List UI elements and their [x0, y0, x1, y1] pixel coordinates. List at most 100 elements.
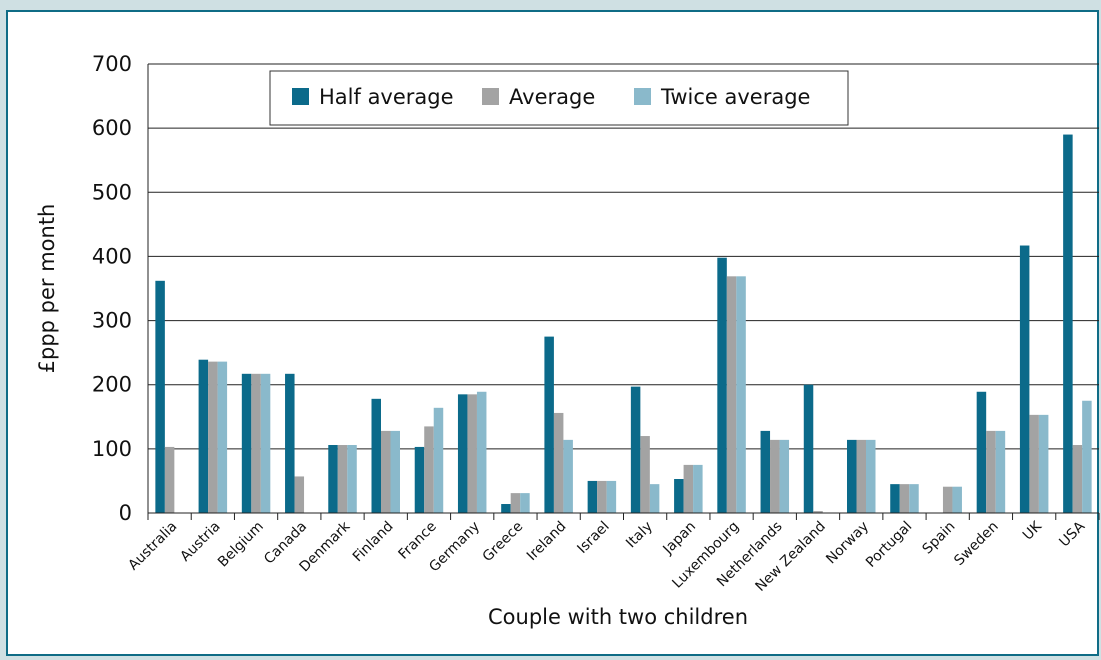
y-tick-label: 600: [92, 116, 132, 140]
bar: [476, 391, 487, 513]
bar: [260, 373, 271, 513]
bar: [328, 445, 338, 513]
bar: [683, 464, 694, 513]
bar: [717, 257, 727, 513]
y-axis-title: £ppp per month: [35, 204, 59, 374]
bar: [1072, 445, 1083, 513]
bar: [1082, 400, 1092, 513]
bar: [952, 486, 962, 513]
bar: [544, 336, 554, 513]
bar: [640, 436, 650, 513]
x-tick-label: Australia: [125, 519, 180, 574]
legend-label: Twice average: [660, 85, 810, 109]
bar: [414, 446, 425, 513]
bar: [1063, 134, 1073, 514]
bar: [779, 439, 790, 513]
bar: [726, 276, 737, 513]
bars: [155, 134, 1092, 514]
y-tick-labels: 0 100 200 300 400 500 600 700: [92, 52, 132, 525]
y-tick-label: 200: [92, 373, 132, 397]
bar: [520, 493, 530, 513]
bar: [1019, 245, 1030, 513]
bar: [467, 394, 477, 513]
legend-box: [269, 70, 849, 126]
bar: [563, 439, 573, 513]
bar: [208, 361, 218, 513]
bar: [241, 373, 252, 513]
bar: [866, 439, 876, 513]
y-tick-label: 500: [92, 180, 132, 204]
axes: [147, 64, 1100, 520]
x-tick-label: Portugal: [863, 519, 915, 571]
legend-swatch: [482, 88, 499, 105]
bar: [217, 361, 228, 513]
bar: [760, 430, 771, 513]
legend: Half average Average Twice average: [269, 70, 849, 126]
legend-label: Average: [509, 85, 595, 109]
bar: [847, 439, 857, 513]
bar: [587, 480, 598, 513]
x-tick-label: Spain: [920, 519, 959, 558]
bar: [597, 480, 607, 513]
bar: [251, 373, 261, 513]
x-tick-label: Japan: [660, 519, 700, 559]
x-tick-labels: AustraliaAustriaBelgiumCanadaDenmarkFinl…: [125, 518, 1088, 595]
legend-swatch: [634, 88, 651, 105]
bar: [347, 445, 357, 513]
bar: [1029, 414, 1039, 513]
bar: [294, 476, 305, 513]
x-tick-label: Italy: [623, 519, 656, 552]
y-tick-label: 0: [119, 501, 132, 525]
bar: [942, 486, 953, 513]
bar: [198, 359, 209, 513]
bar: [164, 446, 175, 513]
x-tick-label: Ireland: [524, 519, 570, 565]
y-tick-label: 300: [92, 309, 132, 333]
bar-chart: 0 100 200 300 400 500 600 700 AustraliaAustriaB…: [35, 52, 1100, 629]
bar: [371, 398, 381, 513]
bar: [381, 430, 391, 513]
x-tick-label: Israel: [574, 519, 612, 557]
bar: [899, 484, 910, 513]
bar: [457, 394, 468, 513]
bar: [510, 493, 521, 513]
x-tick-label: UK: [1020, 518, 1046, 544]
bar: [736, 276, 746, 513]
bar: [813, 511, 823, 513]
bar: [630, 386, 641, 513]
bar: [1038, 414, 1049, 513]
bar: [803, 384, 814, 513]
bar: [856, 439, 866, 513]
bar: [890, 484, 900, 513]
bar: [606, 480, 617, 513]
bar: [909, 484, 919, 513]
x-tick-label: Greece: [480, 519, 527, 566]
bar: [337, 445, 348, 513]
y-tick-label: 700: [92, 52, 132, 76]
y-tick-label: 100: [92, 437, 132, 461]
x-tick-label: Finland: [350, 519, 397, 566]
x-axis-title: Couple with two children: [488, 605, 748, 629]
y-tick-label: 400: [92, 244, 132, 268]
legend-item: Average: [482, 85, 595, 109]
legend-item: Half average: [292, 85, 454, 109]
bar: [649, 484, 660, 513]
grid-lines: [148, 63, 1099, 450]
bar: [433, 407, 444, 513]
bar: [553, 412, 564, 513]
chart-frame: 0 100 200 300 400 500 600 700 Australia Austria B…: [6, 10, 1100, 656]
x-tick-label: USA: [1056, 518, 1088, 550]
bar: [986, 430, 996, 513]
bar: [693, 464, 703, 513]
bar: [976, 391, 987, 513]
legend-item: Twice average: [634, 85, 810, 109]
bar: [770, 439, 780, 513]
bar: [155, 280, 165, 513]
legend-label: Half average: [319, 85, 454, 109]
bar: [285, 373, 295, 513]
bar: [390, 430, 400, 513]
bar: [995, 430, 1006, 513]
bar: [501, 504, 511, 513]
bar: [424, 426, 434, 513]
legend-swatch: [292, 88, 309, 105]
